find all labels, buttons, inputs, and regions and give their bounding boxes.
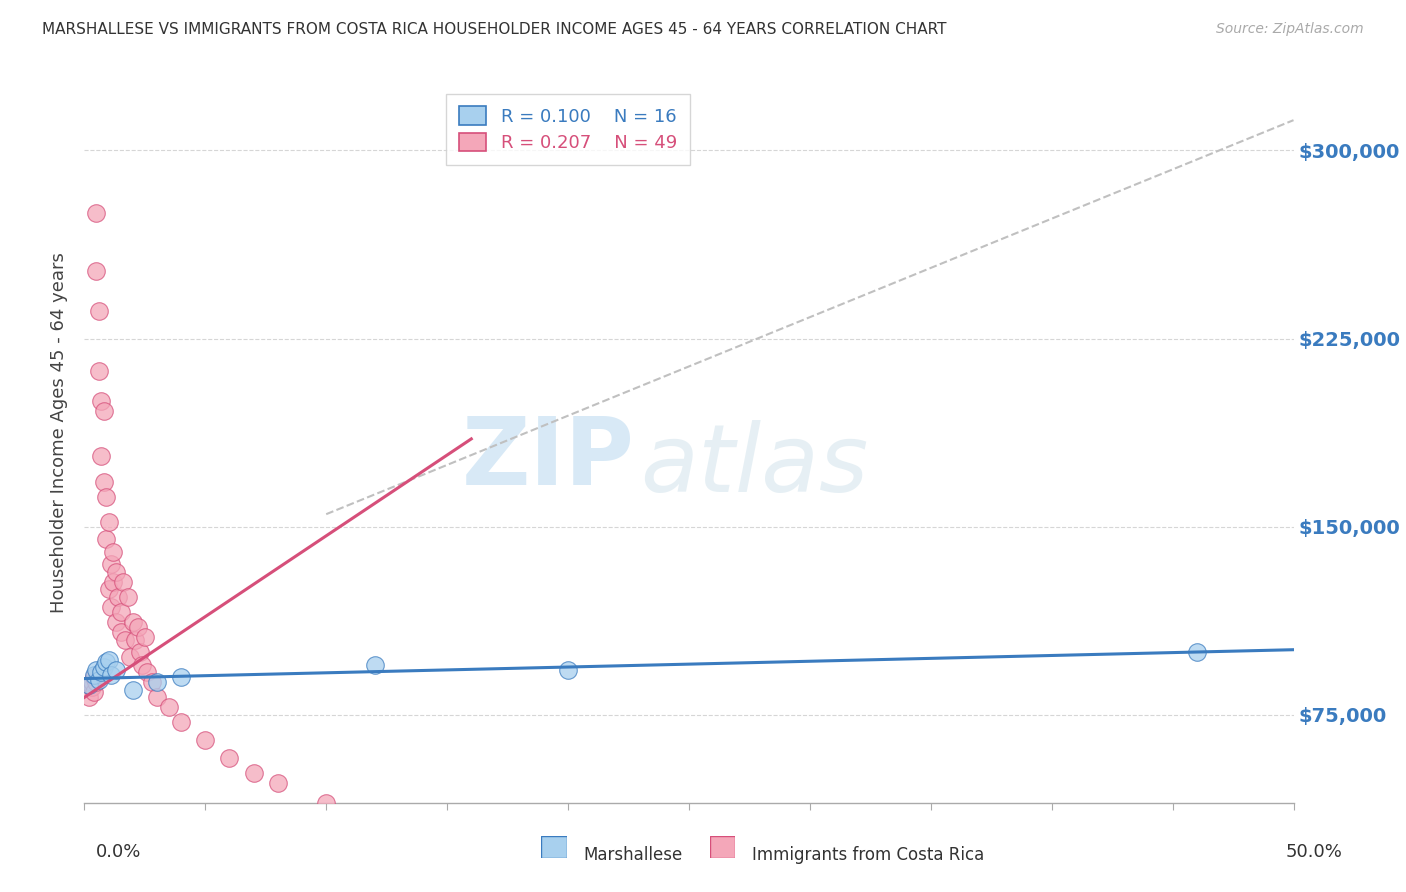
- Text: 0.0%: 0.0%: [96, 843, 141, 861]
- Point: [124, 632, 146, 647]
- Point: [100, 600, 122, 615]
- Text: Marshallese: Marshallese: [583, 846, 683, 863]
- Point: [97, 653, 120, 667]
- Point: [93, 660, 115, 674]
- Point: [87, 364, 110, 378]
- Legend: R = 0.100    N = 16, R = 0.207    N = 49: R = 0.100 N = 16, R = 0.207 N = 49: [447, 94, 689, 165]
- Point: [157, 700, 180, 714]
- Point: [104, 565, 127, 579]
- Point: [315, 796, 337, 810]
- Text: MARSHALLESE VS IMMIGRANTS FROM COSTA RICA HOUSEHOLDER INCOME AGES 45 - 64 YEARS : MARSHALLESE VS IMMIGRANTS FROM COSTA RIC…: [42, 22, 946, 37]
- Text: ZIP: ZIP: [461, 412, 634, 505]
- Point: [87, 673, 110, 687]
- Point: [90, 394, 112, 409]
- Point: [93, 475, 115, 489]
- Point: [80, 681, 103, 695]
- Point: [363, 657, 385, 672]
- Text: Immigrants from Costa Rica: Immigrants from Costa Rica: [752, 846, 984, 863]
- Point: [80, 675, 103, 690]
- Point: [110, 605, 132, 619]
- Point: [83, 668, 105, 682]
- Point: [103, 574, 125, 589]
- Point: [90, 665, 112, 680]
- Point: [121, 615, 143, 629]
- Point: [94, 490, 117, 504]
- Point: [170, 715, 193, 730]
- Point: [267, 775, 290, 789]
- Point: [388, 808, 411, 822]
- Text: atlas: atlas: [641, 420, 869, 511]
- Point: [86, 675, 108, 690]
- Point: [86, 206, 108, 220]
- Point: [77, 678, 100, 692]
- Point: [94, 533, 117, 547]
- Point: [170, 670, 193, 684]
- Point: [110, 625, 132, 640]
- Point: [103, 545, 125, 559]
- Point: [107, 590, 129, 604]
- Y-axis label: Householder Income Ages 45 - 64 years: Householder Income Ages 45 - 64 years: [49, 252, 67, 613]
- Point: [134, 630, 156, 644]
- Point: [112, 574, 135, 589]
- Point: [1185, 645, 1208, 659]
- Point: [104, 663, 127, 677]
- Point: [77, 690, 100, 705]
- Point: [83, 670, 105, 684]
- Point: [83, 685, 105, 699]
- Point: [146, 675, 169, 690]
- Point: [194, 733, 217, 747]
- Text: Source: ZipAtlas.com: Source: ZipAtlas.com: [1216, 22, 1364, 37]
- Point: [146, 690, 169, 705]
- Point: [86, 264, 108, 278]
- Point: [127, 620, 149, 634]
- Point: [100, 558, 122, 572]
- Point: [94, 655, 117, 669]
- Text: 50.0%: 50.0%: [1286, 843, 1343, 861]
- Point: [557, 826, 579, 840]
- Point: [218, 750, 240, 764]
- Point: [100, 668, 122, 682]
- Point: [87, 304, 110, 318]
- Point: [104, 615, 127, 629]
- Point: [120, 650, 142, 665]
- Point: [136, 665, 159, 680]
- Point: [93, 404, 115, 418]
- Point: [131, 657, 153, 672]
- Point: [557, 663, 579, 677]
- Point: [141, 675, 163, 690]
- Point: [97, 582, 120, 597]
- Point: [90, 450, 112, 464]
- Point: [114, 632, 136, 647]
- Point: [117, 590, 139, 604]
- Point: [86, 663, 108, 677]
- Point: [97, 515, 120, 529]
- Point: [129, 645, 152, 659]
- Point: [121, 682, 143, 697]
- Point: [242, 765, 264, 780]
